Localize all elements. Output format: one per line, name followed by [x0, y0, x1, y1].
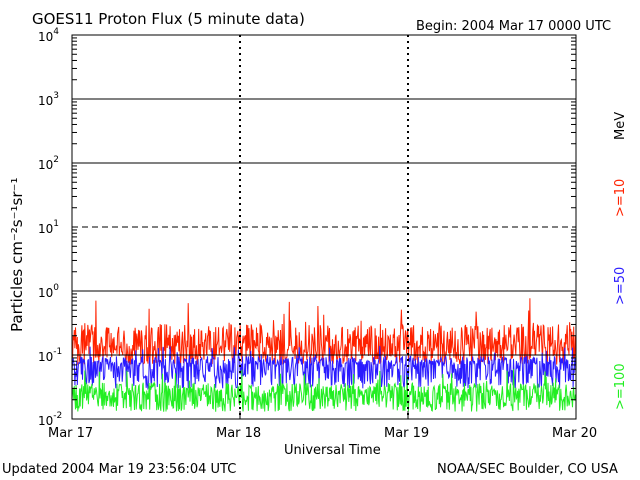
x-tick-label: Mar 18 [216, 426, 261, 441]
grid-layer [72, 35, 576, 419]
legend-ge50: >=50 [613, 267, 628, 305]
y-tick-label: 10-1 [38, 347, 62, 364]
series-line [71, 298, 577, 366]
plot-frame [71, 34, 577, 420]
legend-ge10: >=10 [613, 179, 628, 217]
begin-date: Begin: 2004 Mar 17 0000 UTC [416, 19, 611, 34]
y-tick-label: 101 [38, 219, 59, 236]
updated-timestamp: Updated 2004 Mar 19 23:56:04 UTC [2, 462, 236, 477]
legend-ge100: >=100 [613, 363, 628, 410]
y-tick-label: 102 [38, 155, 59, 172]
source-credit: NOAA/SEC Boulder, CO USA [437, 462, 618, 477]
y-tick-label: 100 [38, 283, 59, 300]
x-axis-label: Universal Time [284, 443, 381, 458]
series-line [71, 369, 577, 412]
series-layer [71, 298, 577, 412]
y-tick-label: 104 [38, 27, 59, 44]
x-tick-label: Mar 19 [384, 426, 429, 441]
x-tick-label: Mar 17 [48, 426, 93, 441]
chart-title: GOES11 Proton Flux (5 minute data) [32, 10, 305, 28]
y-tick-label: 10-2 [38, 411, 62, 428]
y-tick-label: 103 [38, 91, 59, 108]
legend-unit: MeV [613, 112, 628, 140]
series-line [71, 345, 577, 391]
x-tick-label: Mar 20 [552, 426, 597, 441]
y-axis-label: Particles cm⁻²s⁻¹sr⁻¹ [8, 178, 26, 332]
